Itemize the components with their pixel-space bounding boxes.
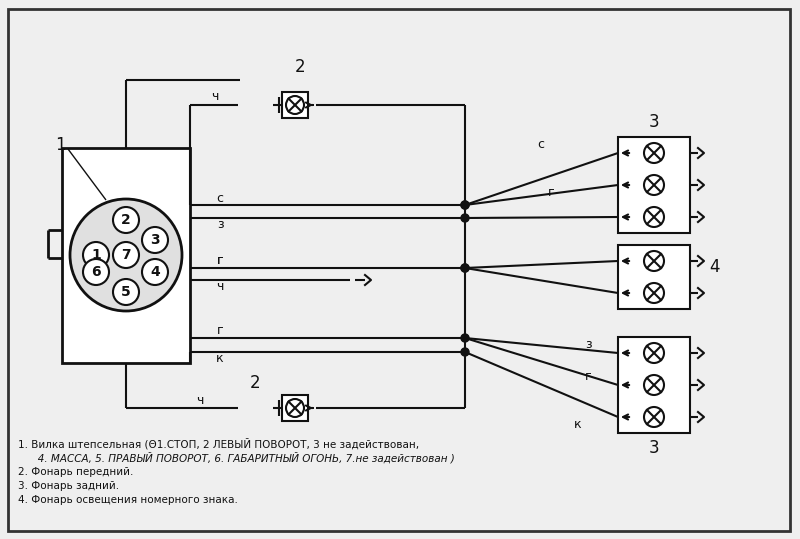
Circle shape bbox=[113, 279, 139, 305]
Text: 1. Вилка штепсельная (Θ1.СТОП, 2 ЛЕВЫЙ ПОВОРОТ, 3 не задействован,: 1. Вилка штепсельная (Θ1.СТОП, 2 ЛЕВЫЙ П… bbox=[18, 438, 419, 450]
Text: ч: ч bbox=[216, 280, 224, 294]
Text: г: г bbox=[217, 324, 223, 337]
Bar bbox=[282, 395, 308, 421]
Circle shape bbox=[83, 259, 109, 285]
Text: г: г bbox=[217, 254, 223, 267]
Text: г: г bbox=[585, 370, 591, 384]
Text: ч: ч bbox=[211, 91, 218, 103]
Bar bbox=[618, 137, 690, 233]
Text: 4. Фонарь освещения номерного знака.: 4. Фонарь освещения номерного знака. bbox=[18, 495, 238, 505]
Text: 5: 5 bbox=[121, 285, 131, 299]
Text: 2. Фонарь передний.: 2. Фонарь передний. bbox=[18, 467, 134, 477]
Text: 2: 2 bbox=[250, 374, 260, 392]
Circle shape bbox=[113, 242, 139, 268]
Text: с: с bbox=[217, 191, 223, 204]
Circle shape bbox=[461, 201, 469, 209]
Text: 3: 3 bbox=[150, 233, 160, 247]
Text: 3: 3 bbox=[649, 113, 659, 131]
Circle shape bbox=[461, 264, 469, 272]
Bar bbox=[62, 148, 190, 363]
Text: 6: 6 bbox=[91, 265, 101, 279]
Text: 1: 1 bbox=[91, 248, 101, 262]
Text: з: з bbox=[217, 218, 223, 231]
Text: 2: 2 bbox=[294, 58, 306, 76]
Circle shape bbox=[461, 334, 469, 342]
Circle shape bbox=[461, 264, 469, 272]
Circle shape bbox=[142, 259, 168, 285]
Text: 1: 1 bbox=[54, 136, 66, 154]
Text: 3: 3 bbox=[649, 439, 659, 457]
Text: 4. МАССА, 5. ПРАВЫЙ ПОВОРОТ, 6. ГАБАРИТНЫЙ ОГОНЬ, 7.не задействован ): 4. МАССА, 5. ПРАВЫЙ ПОВОРОТ, 6. ГАБАРИТН… bbox=[28, 452, 454, 464]
Circle shape bbox=[461, 214, 469, 222]
Bar bbox=[618, 337, 690, 433]
Text: 7: 7 bbox=[121, 248, 131, 262]
Text: с: с bbox=[538, 139, 545, 151]
Circle shape bbox=[70, 199, 182, 311]
Text: з: з bbox=[585, 338, 591, 351]
Text: 4: 4 bbox=[710, 258, 720, 276]
Text: к: к bbox=[216, 353, 224, 365]
Circle shape bbox=[461, 201, 469, 209]
Circle shape bbox=[83, 242, 109, 268]
Text: 2: 2 bbox=[121, 213, 131, 227]
Bar bbox=[618, 245, 690, 309]
Text: к: к bbox=[574, 418, 582, 432]
Text: 4: 4 bbox=[150, 265, 160, 279]
Text: г: г bbox=[548, 186, 554, 199]
Text: ч: ч bbox=[196, 393, 204, 406]
Circle shape bbox=[113, 207, 139, 233]
Bar bbox=[282, 92, 308, 118]
Text: г: г bbox=[217, 254, 223, 267]
Text: 3. Фонарь задний.: 3. Фонарь задний. bbox=[18, 481, 119, 491]
Circle shape bbox=[142, 227, 168, 253]
Circle shape bbox=[461, 348, 469, 356]
